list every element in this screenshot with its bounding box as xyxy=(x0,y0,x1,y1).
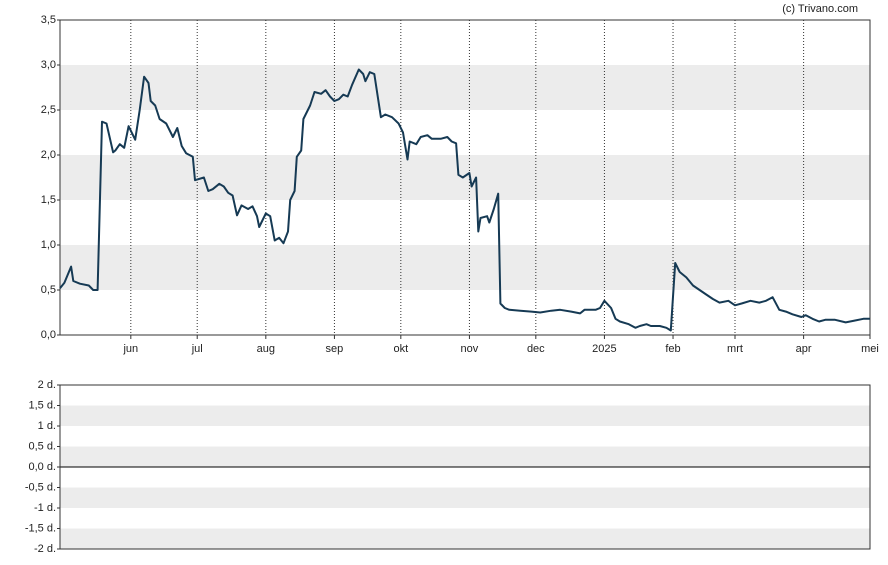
y-tick-label: 3,5 xyxy=(41,14,56,26)
grid-band xyxy=(60,528,870,549)
x-tick-label: dec xyxy=(527,343,545,355)
y-tick-label: 1,0 xyxy=(41,239,56,251)
y-tick-label: 2 d. xyxy=(38,379,56,391)
y-tick-label: 3,0 xyxy=(41,59,56,71)
x-tick-label: apr xyxy=(796,343,812,355)
y-tick-label: -0,5 d. xyxy=(25,481,56,493)
y-tick-label: -2 d. xyxy=(34,543,56,555)
grid-band xyxy=(60,155,870,200)
grid-band xyxy=(60,405,870,426)
plot-frame xyxy=(59,19,871,336)
x-tick-label: aug xyxy=(257,343,275,355)
y-tick-label: -1 d. xyxy=(34,502,56,514)
plot-frame xyxy=(59,384,871,550)
y-tick-label: 0,0 xyxy=(41,329,56,341)
x-tick-label: jul xyxy=(191,343,203,355)
x-tick-label: jun xyxy=(122,343,138,355)
x-tick-label: feb xyxy=(665,343,680,355)
grid-band xyxy=(60,245,870,290)
x-tick-label: okt xyxy=(393,343,408,355)
y-tick-label: 1,5 d. xyxy=(28,399,56,411)
y-tick-label: 1,5 xyxy=(41,194,56,206)
x-tick-label: nov xyxy=(461,343,479,355)
x-tick-label: mei xyxy=(861,343,879,355)
y-tick-label: 0,5 d. xyxy=(28,440,56,452)
y-tick-label: 1 d. xyxy=(38,420,56,432)
grid-band xyxy=(60,65,870,110)
x-tick-label: sep xyxy=(326,343,344,355)
y-tick-label: 0,5 xyxy=(41,284,56,296)
grid-band xyxy=(60,487,870,508)
y-tick-label: 2,0 xyxy=(41,149,56,161)
price-line xyxy=(59,68,870,332)
x-tick-label: mrt xyxy=(727,343,743,355)
y-tick-label: -1,5 d. xyxy=(25,522,56,534)
x-tick-label: 2025 xyxy=(592,343,616,355)
grid-band xyxy=(60,446,870,467)
y-tick-label: 2,5 xyxy=(41,104,56,116)
credit: (c) Trivano.com xyxy=(782,3,858,15)
y-tick-label: 0,0 d. xyxy=(28,461,56,473)
